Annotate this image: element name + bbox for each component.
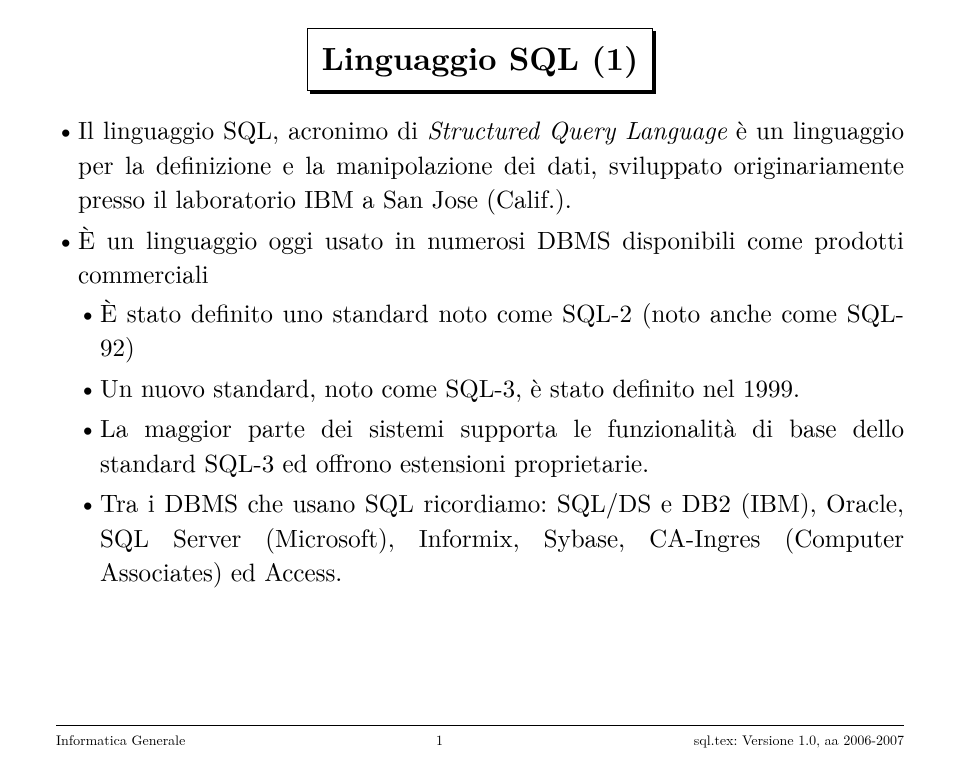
bullet-subitem: Un nuovo standard, noto come SQL-3, è st…	[78, 371, 904, 406]
footer-page-number: 1	[436, 730, 443, 750]
bullet-text: Il linguaggio SQL, acronimo di	[78, 112, 427, 147]
title-wrap: Linguaggio SQL (1)	[56, 28, 904, 91]
bullet-text: È un linguaggio oggi usato in numerosi D…	[78, 222, 904, 292]
bullet-item: Il linguaggio SQL, acronimo di Structure…	[56, 113, 904, 217]
bullet-item: È un linguaggio oggi usato in numerosi D…	[56, 223, 904, 590]
bullet-text: È stato definito uno standard noto come …	[100, 295, 904, 365]
slide-title: Linguaggio SQL (1)	[307, 28, 654, 91]
footer-left: Informatica Generale	[56, 730, 185, 750]
bullet-sublist: È stato definito uno standard noto come …	[78, 296, 904, 590]
footer-rule	[56, 725, 904, 726]
italic-term: Structured Query Language	[427, 112, 727, 147]
bullet-subitem: La maggior parte dei sistemi supporta le…	[78, 411, 904, 480]
footer: Informatica Generale 1 sql.tex: Versione…	[0, 725, 960, 750]
slide-page: Linguaggio SQL (1) Il linguaggio SQL, ac…	[0, 0, 960, 760]
bullet-list: Il linguaggio SQL, acronimo di Structure…	[56, 113, 904, 590]
bullet-text: Tra i DBMS che usano SQL ricordiamo: SQL…	[100, 485, 904, 589]
footer-row: Informatica Generale 1 sql.tex: Versione…	[56, 730, 904, 750]
bullet-text: Un nuovo standard, noto come SQL-3, è st…	[100, 370, 800, 405]
bullet-subitem: È stato definito uno standard noto come …	[78, 296, 904, 365]
footer-right: sql.tex: Versione 1.0, aa 2006-2007	[694, 730, 904, 750]
bullet-subitem: Tra i DBMS che usano SQL ricordiamo: SQL…	[78, 486, 904, 590]
bullet-text: La maggior parte dei sistemi supporta le…	[100, 410, 904, 480]
